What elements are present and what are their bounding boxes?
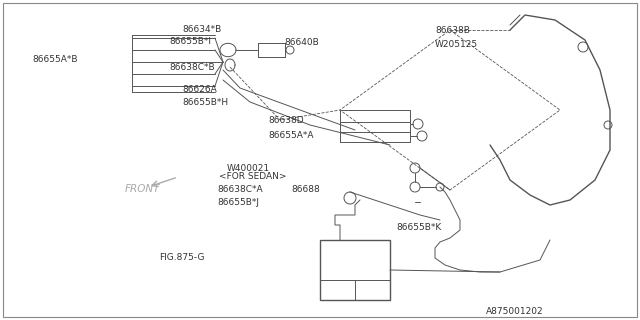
Text: A875001202: A875001202: [486, 307, 544, 316]
Text: 86655A*B: 86655A*B: [32, 55, 77, 64]
Text: W400021: W400021: [227, 164, 270, 172]
Text: 86626A: 86626A: [182, 85, 217, 94]
Bar: [320, 240, 390, 300]
Text: <FOR SEDAN>: <FOR SEDAN>: [219, 172, 286, 181]
Text: FIG.875-G: FIG.875-G: [159, 253, 204, 262]
Text: 86640B: 86640B: [285, 38, 319, 47]
Text: 86638D: 86638D: [269, 116, 305, 124]
Text: 86688: 86688: [291, 185, 320, 194]
Text: 86655A*A: 86655A*A: [269, 131, 314, 140]
Text: 86655B*H: 86655B*H: [182, 98, 228, 107]
Text: FRONT: FRONT: [125, 184, 160, 194]
Text: 86655B*K: 86655B*K: [397, 223, 442, 232]
Text: W205125: W205125: [435, 40, 478, 49]
Text: 86655B*J: 86655B*J: [218, 198, 260, 207]
Text: 86638C*A: 86638C*A: [218, 185, 263, 194]
Text: 86634*B: 86634*B: [182, 25, 221, 34]
Text: 86638C*B: 86638C*B: [170, 63, 215, 72]
Text: 86638B: 86638B: [435, 26, 470, 35]
Text: 86655B*I: 86655B*I: [170, 37, 212, 46]
